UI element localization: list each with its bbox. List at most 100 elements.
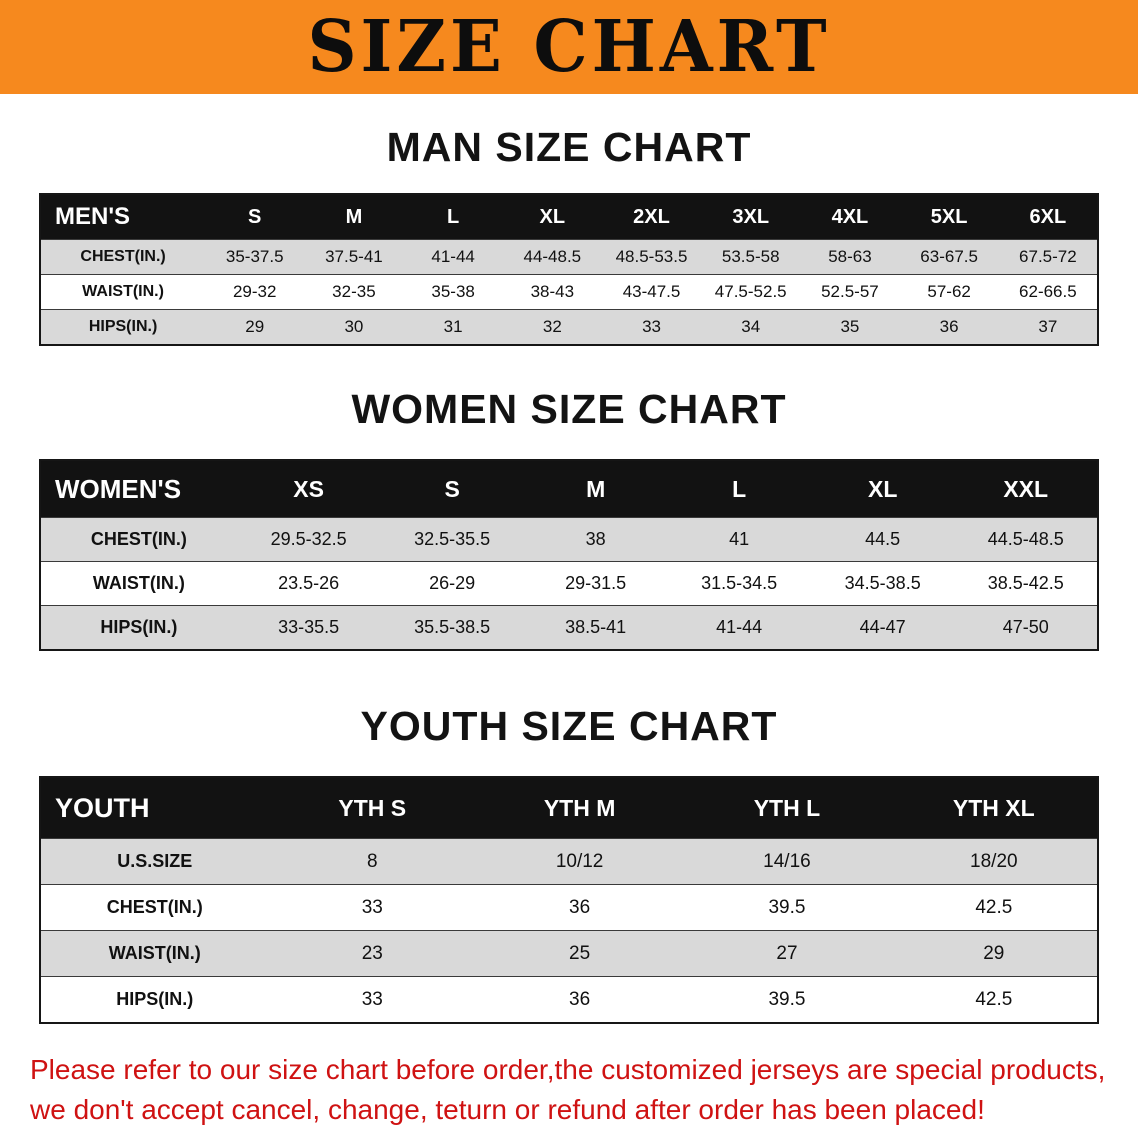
- table-header-row: WOMEN'S XS S M L XL XXL: [40, 460, 1098, 518]
- size-value-cell: 43-47.5: [601, 274, 702, 310]
- women-size-table: WOMEN'S XS S M L XL XXL CHEST(IN.) 29.5-32.5 32.5…: [39, 459, 1099, 651]
- size-value-cell: 33: [268, 976, 476, 1023]
- size-value-cell: 33: [601, 309, 702, 345]
- size-value-cell: 38.5-41: [523, 605, 668, 650]
- youth-size-table: YOUTH YTH S YTH M YTH L YTH XL U.S.SIZE 8 10/12…: [39, 776, 1099, 1024]
- size-value-cell: 52.5-57: [800, 274, 900, 310]
- size-value-cell: 44-47: [810, 605, 955, 650]
- size-value-cell: 31.5-34.5: [667, 561, 811, 606]
- size-value-cell: 25: [475, 930, 684, 977]
- size-value-cell: 41-44: [667, 605, 811, 650]
- table-row: WAIST(IN.) 23.5-26 26-29 29-31.5 31.5-34.5 34…: [40, 561, 1098, 606]
- size-value-cell: 35-38: [403, 274, 503, 310]
- table-row: WAIST(IN.) 29-32 32-35 35-38 38-43 43-47.5 47.…: [40, 274, 1098, 310]
- size-column-header: L: [667, 460, 811, 518]
- size-value-cell: 8: [268, 838, 476, 885]
- measurement-label: HIPS(IN.): [40, 309, 206, 345]
- size-value-cell: 29.5-32.5: [236, 517, 381, 562]
- size-column-header: XL: [502, 194, 602, 240]
- page-title: SIZE CHART: [307, 5, 831, 90]
- size-value-cell: 31: [403, 309, 503, 345]
- size-value-cell: 42.5: [890, 976, 1098, 1023]
- size-value-cell: 29-31.5: [523, 561, 668, 606]
- table-row: CHEST(IN.) 29.5-32.5 32.5-35.5 38 41 44.5 44.5…: [40, 517, 1098, 562]
- table-row: HIPS(IN.) 33-35.5 35.5-38.5 38.5-41 41-44 44-…: [40, 605, 1098, 650]
- size-value-cell: 57-62: [899, 274, 999, 310]
- size-value-cell: 30: [304, 309, 404, 345]
- size-value-cell: 32: [502, 309, 602, 345]
- size-value-cell: 23.5-26: [236, 561, 381, 606]
- size-column-header: 3XL: [701, 194, 801, 240]
- size-column-header: YTH XL: [890, 777, 1098, 839]
- size-value-cell: 62-66.5: [998, 274, 1098, 310]
- size-value-cell: 29-32: [205, 274, 305, 310]
- size-value-cell: 48.5-53.5: [601, 239, 702, 275]
- size-value-cell: 36: [475, 976, 684, 1023]
- size-value-cell: 29: [205, 309, 305, 345]
- size-value-cell: 44.5-48.5: [954, 517, 1098, 562]
- size-value-cell: 38-43: [502, 274, 602, 310]
- size-value-cell: 38.5-42.5: [954, 561, 1098, 606]
- size-column-header: L: [403, 194, 503, 240]
- table-row: CHEST(IN.) 35-37.5 37.5-41 41-44 44-48.5 48.5…: [40, 239, 1098, 275]
- size-column-header: 5XL: [899, 194, 999, 240]
- size-column-header: S: [205, 194, 305, 240]
- size-column-header: YTH L: [683, 777, 891, 839]
- size-value-cell: 35-37.5: [205, 239, 305, 275]
- size-value-cell: 39.5: [683, 976, 891, 1023]
- women-size-section: WOMEN SIZE CHART WOMEN'S XS S M L XL XXL CHEST(…: [0, 386, 1138, 651]
- size-value-cell: 32.5-35.5: [380, 517, 524, 562]
- size-value-cell: 10/12: [475, 838, 684, 885]
- size-value-cell: 37.5-41: [304, 239, 404, 275]
- size-value-cell: 41-44: [403, 239, 503, 275]
- size-value-cell: 38: [523, 517, 668, 562]
- table-row: HIPS(IN.) 33 36 39.5 42.5: [40, 976, 1098, 1023]
- size-value-cell: 67.5-72: [998, 239, 1098, 275]
- size-value-cell: 27: [683, 930, 891, 977]
- youth-section-heading: YOUTH SIZE CHART: [360, 703, 778, 749]
- measurement-label: U.S.SIZE: [40, 838, 269, 885]
- size-value-cell: 14/16: [683, 838, 891, 885]
- measurement-label: CHEST(IN.): [40, 239, 206, 275]
- size-value-cell: 33: [268, 884, 476, 931]
- size-value-cell: 36: [475, 884, 684, 931]
- size-value-cell: 18/20: [890, 838, 1098, 885]
- size-value-cell: 63-67.5: [899, 239, 999, 275]
- measurement-label: HIPS(IN.): [40, 605, 237, 650]
- table-row: CHEST(IN.) 33 36 39.5 42.5: [40, 884, 1098, 931]
- size-value-cell: 32-35: [304, 274, 404, 310]
- table-header-row: YOUTH YTH S YTH M YTH L YTH XL: [40, 777, 1098, 839]
- size-value-cell: 34: [701, 309, 801, 345]
- size-column-header: YTH S: [268, 777, 476, 839]
- size-value-cell: 47.5-52.5: [701, 274, 801, 310]
- measurement-label: HIPS(IN.): [40, 976, 269, 1023]
- size-value-cell: 37: [998, 309, 1098, 345]
- footer-notice-line2: we don't accept cancel, change, teturn o…: [30, 1093, 985, 1125]
- footer-notice-line1: Please refer to our size chart before or…: [30, 1054, 1106, 1085]
- size-value-cell: 35: [800, 309, 900, 345]
- table-corner-label: MEN'S: [40, 194, 206, 240]
- measurement-label: WAIST(IN.): [40, 561, 237, 606]
- men-size-table: MEN'S S M L XL 2XL 3XL 4XL 5XL 6XL CHEST(IN.) 35-37…: [39, 193, 1099, 346]
- banner: SIZE CHART: [0, 0, 1138, 94]
- table-corner-label: YOUTH: [40, 777, 269, 839]
- size-value-cell: 35.5-38.5: [380, 605, 524, 650]
- size-value-cell: 26-29: [380, 561, 524, 606]
- size-column-header: 6XL: [998, 194, 1098, 240]
- size-column-header: 4XL: [800, 194, 900, 240]
- size-value-cell: 53.5-58: [701, 239, 801, 275]
- men-size-section: MAN SIZE CHART MEN'S S M L XL 2XL 3XL 4XL 5XL 6XL…: [0, 124, 1138, 346]
- table-corner-label: WOMEN'S: [40, 460, 237, 518]
- table-row: U.S.SIZE 8 10/12 14/16 18/20: [40, 838, 1098, 885]
- size-value-cell: 34.5-38.5: [810, 561, 955, 606]
- size-value-cell: 44.5: [810, 517, 955, 562]
- women-section-heading: WOMEN SIZE CHART: [351, 386, 787, 432]
- table-row: HIPS(IN.) 29 30 31 32 33 34 35 36 37: [40, 309, 1098, 345]
- size-column-header: S: [380, 460, 524, 518]
- men-section-heading: MAN SIZE CHART: [386, 124, 752, 170]
- size-value-cell: 23: [268, 930, 476, 977]
- measurement-label: WAIST(IN.): [40, 930, 269, 977]
- size-column-header: XL: [810, 460, 955, 518]
- size-column-header: M: [523, 460, 668, 518]
- size-value-cell: 39.5: [683, 884, 891, 931]
